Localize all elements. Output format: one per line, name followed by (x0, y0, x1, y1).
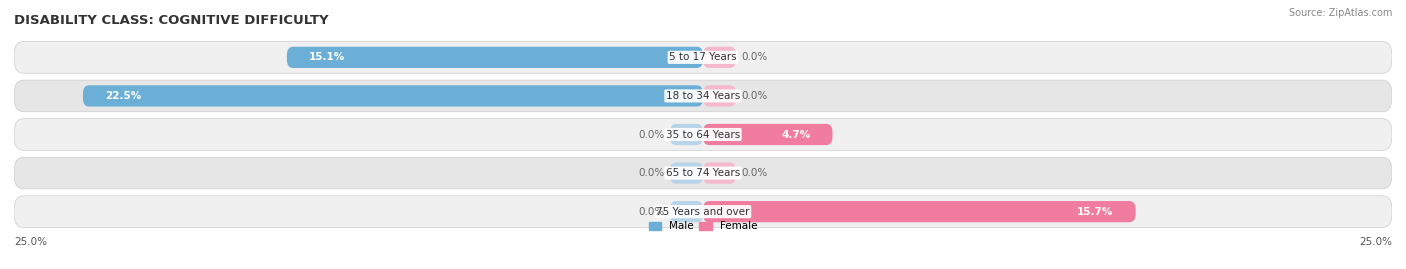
Text: 35 to 64 Years: 35 to 64 Years (666, 129, 740, 140)
Text: 0.0%: 0.0% (638, 207, 665, 217)
FancyBboxPatch shape (14, 80, 1392, 112)
Text: 15.7%: 15.7% (1077, 207, 1114, 217)
FancyBboxPatch shape (703, 85, 737, 107)
Legend: Male, Female: Male, Female (644, 217, 762, 236)
Text: 5 to 17 Years: 5 to 17 Years (669, 52, 737, 62)
Text: 75 Years and over: 75 Years and over (657, 207, 749, 217)
FancyBboxPatch shape (669, 162, 703, 184)
FancyBboxPatch shape (14, 119, 1392, 150)
FancyBboxPatch shape (83, 85, 703, 107)
FancyBboxPatch shape (703, 47, 737, 68)
Text: 25.0%: 25.0% (1360, 237, 1392, 247)
FancyBboxPatch shape (703, 201, 1136, 222)
Text: 22.5%: 22.5% (105, 91, 141, 101)
Text: 65 to 74 Years: 65 to 74 Years (666, 168, 740, 178)
FancyBboxPatch shape (703, 124, 832, 145)
Text: Source: ZipAtlas.com: Source: ZipAtlas.com (1288, 8, 1392, 18)
FancyBboxPatch shape (14, 196, 1392, 228)
FancyBboxPatch shape (14, 157, 1392, 189)
Text: 0.0%: 0.0% (638, 168, 665, 178)
FancyBboxPatch shape (287, 47, 703, 68)
Text: 0.0%: 0.0% (741, 91, 768, 101)
Text: 25.0%: 25.0% (14, 237, 46, 247)
FancyBboxPatch shape (14, 41, 1392, 73)
Text: 0.0%: 0.0% (741, 168, 768, 178)
Text: 0.0%: 0.0% (638, 129, 665, 140)
FancyBboxPatch shape (703, 162, 737, 184)
Text: DISABILITY CLASS: COGNITIVE DIFFICULTY: DISABILITY CLASS: COGNITIVE DIFFICULTY (14, 14, 329, 27)
Text: 18 to 34 Years: 18 to 34 Years (666, 91, 740, 101)
FancyBboxPatch shape (669, 124, 703, 145)
Text: 4.7%: 4.7% (782, 129, 810, 140)
FancyBboxPatch shape (669, 201, 703, 222)
Text: 15.1%: 15.1% (309, 52, 346, 62)
Text: 0.0%: 0.0% (741, 52, 768, 62)
